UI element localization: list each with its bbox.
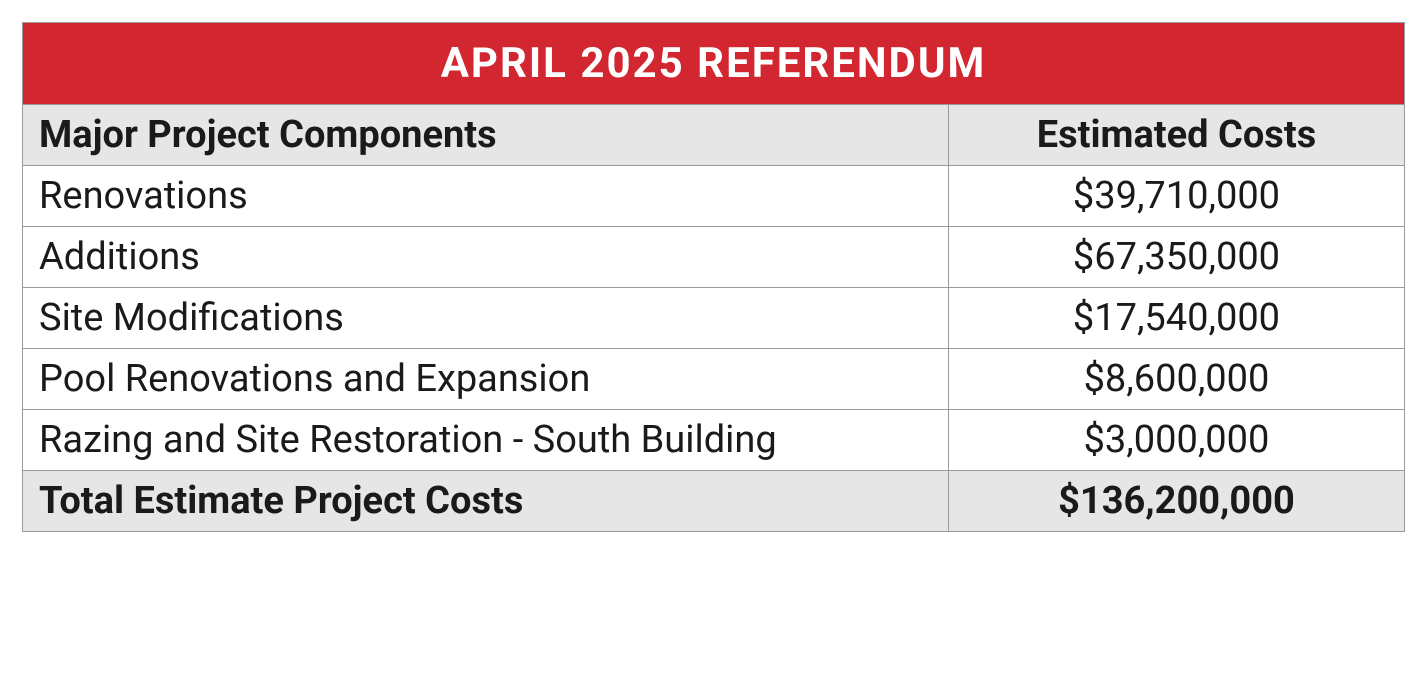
- referendum-table: APRIL 2025 REFERENDUM Major Project Comp…: [22, 22, 1405, 532]
- column-header-components: Major Project Components: [23, 105, 949, 166]
- cost-cell: $67,350,000: [948, 227, 1404, 288]
- table-row: Razing and Site Restoration - South Buil…: [23, 410, 1405, 471]
- cost-cell: $39,710,000: [948, 166, 1404, 227]
- column-header-costs: Estimated Costs: [948, 105, 1404, 166]
- title-row: APRIL 2025 REFERENDUM: [23, 23, 1405, 105]
- cost-cell: $17,540,000: [948, 288, 1404, 349]
- component-cell: Additions: [23, 227, 949, 288]
- component-cell: Renovations: [23, 166, 949, 227]
- cost-cell: $3,000,000: [948, 410, 1404, 471]
- total-row: Total Estimate Project Costs $136,200,00…: [23, 471, 1405, 532]
- table-row: Pool Renovations and Expansion $8,600,00…: [23, 349, 1405, 410]
- cost-cell: $8,600,000: [948, 349, 1404, 410]
- table-row: Site Modifications $17,540,000: [23, 288, 1405, 349]
- total-value: $136,200,000: [948, 471, 1404, 532]
- component-cell: Site Modifications: [23, 288, 949, 349]
- table-title: APRIL 2025 REFERENDUM: [23, 23, 1405, 105]
- table-row: Renovations $39,710,000: [23, 166, 1405, 227]
- header-row: Major Project Components Estimated Costs: [23, 105, 1405, 166]
- total-label: Total Estimate Project Costs: [23, 471, 949, 532]
- table-container: APRIL 2025 REFERENDUM Major Project Comp…: [0, 0, 1427, 554]
- component-cell: Razing and Site Restoration - South Buil…: [23, 410, 949, 471]
- table-row: Additions $67,350,000: [23, 227, 1405, 288]
- component-cell: Pool Renovations and Expansion: [23, 349, 949, 410]
